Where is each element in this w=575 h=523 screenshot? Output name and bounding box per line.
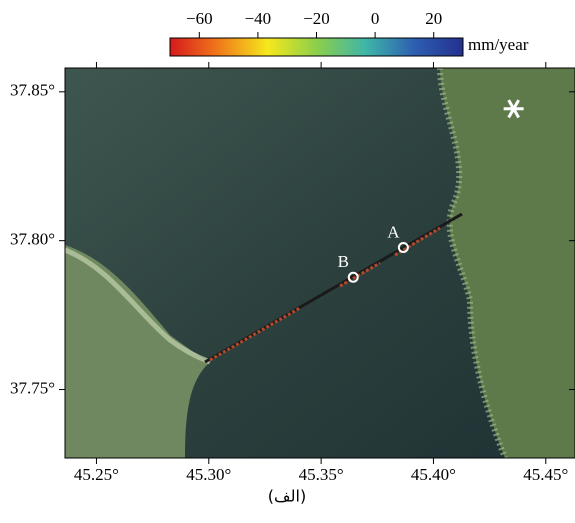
- y-tick-label: 37.85°: [10, 81, 55, 100]
- colorbar-unit: mm/year: [468, 35, 529, 54]
- colorbar-tick-label: −40: [245, 9, 272, 28]
- imagery: [65, 68, 575, 458]
- x-tick-label: 45.25°: [74, 465, 119, 484]
- colorbar-tick-label: 20: [425, 9, 442, 28]
- colorbar-tick-label: −20: [303, 9, 330, 28]
- point-label: A: [387, 222, 400, 241]
- page: {"map": { "colorbar": {"unit": "mm/year"…: [0, 0, 575, 518]
- x-tick-label: 45.30°: [186, 465, 231, 484]
- colorbar: [170, 38, 463, 56]
- colorbar-tick-label: −60: [186, 9, 213, 28]
- colorbar-tick-label: 0: [371, 9, 380, 28]
- x-tick-label: 45.35°: [299, 465, 344, 484]
- y-tick-label: 37.80°: [10, 230, 55, 249]
- x-tick-label: 45.40°: [411, 465, 456, 484]
- caption: (الف): [268, 487, 306, 506]
- figure: mm/year (الف) −60 −40 −20 0 20 45.25° 45.30° 45…: [0, 0, 575, 518]
- x-tick-label: 45.45°: [523, 465, 568, 484]
- point-label: B: [338, 252, 349, 271]
- y-tick-label: 37.75°: [10, 378, 55, 397]
